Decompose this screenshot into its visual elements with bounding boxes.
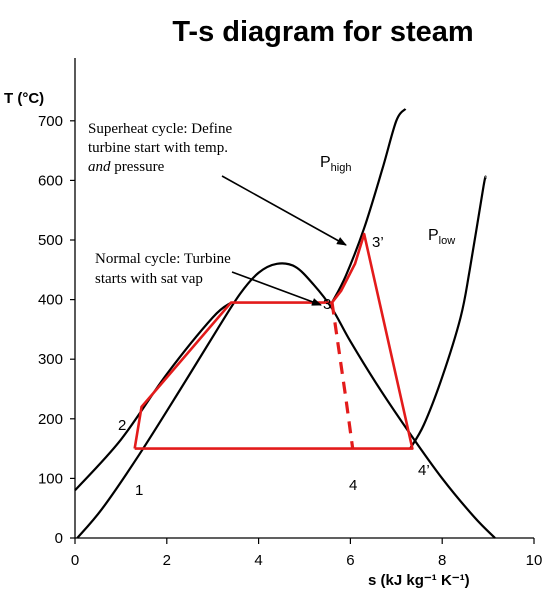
isobar-high-vapour [331,108,407,304]
state-point-label: 1 [135,482,143,499]
chart-title: T-s diagram for steam [172,16,473,48]
y-tick-label: 700 [38,113,63,130]
saturation-dome [76,262,496,539]
p-low-label: Plow [428,227,455,247]
x-tick-label: 10 [526,552,543,569]
x-tick-label: 0 [71,552,79,569]
y-axis-label: T (°C) [4,90,44,107]
x-tick-label: 4 [254,552,262,569]
superheat-callout: Superheat cycle: Define turbine start wit… [88,121,232,175]
y-tick-label: 200 [38,411,63,428]
y-tick-label: 500 [38,232,63,249]
x-axis-label: s (kJ kg⁻¹ K⁻¹) [368,572,470,589]
p-high-label: Phigh [320,154,351,174]
x-tick-label: 8 [438,552,446,569]
rankine-cycle [133,232,414,450]
y-tick-label: 600 [38,172,63,189]
normal-cycle-callout: Normal cycle: Turbine starts with sat vap [95,251,231,287]
state-point-label: 3’ [372,234,384,251]
state-point-label: 4 [349,477,357,494]
isobar-high-liquid [74,301,232,492]
y-tick-label: 0 [55,530,63,547]
x-tick-label: 6 [346,552,354,569]
superheat-arrow [221,175,347,246]
y-tick-label: 300 [38,351,63,368]
y-tick-label: 100 [38,470,63,487]
normal-cycle-arrow [231,271,322,306]
state-point-label: 2 [118,417,126,434]
isobar-low [409,175,487,450]
state-point-label: 3 [323,296,331,313]
axes [74,58,534,539]
y-tick-label: 400 [38,292,63,309]
normal-cycle-expansion [330,302,355,449]
state-point-label: 4’ [418,462,430,479]
x-tick-label: 2 [163,552,171,569]
